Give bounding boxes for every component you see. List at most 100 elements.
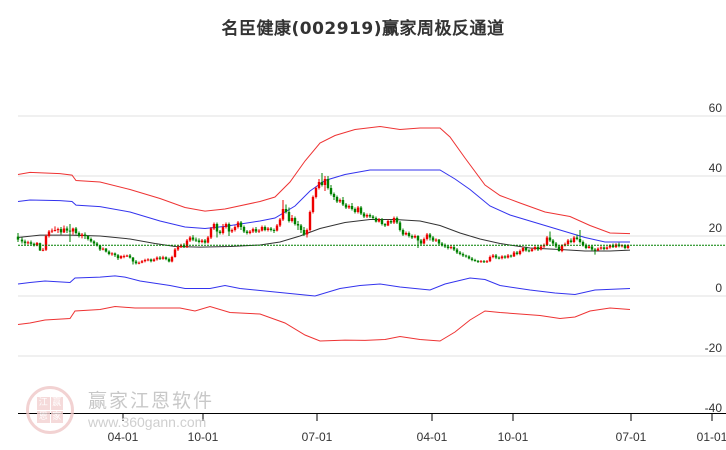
candle-body (458, 252, 462, 254)
candle-body (578, 239, 582, 242)
candle-body (182, 245, 186, 248)
candle-body (455, 249, 459, 253)
candle-body (611, 245, 615, 248)
candle-body (26, 242, 30, 244)
candle-body (425, 234, 429, 239)
candle-body (197, 240, 201, 242)
candle-body (575, 237, 579, 239)
line-middle (17, 219, 631, 252)
logo-char: 赢 (50, 397, 63, 410)
candle-body (56, 229, 60, 231)
candle-body (122, 256, 126, 258)
candle-body (416, 236, 420, 241)
candle-body (272, 230, 276, 231)
candle-body (116, 255, 120, 259)
candle-body (266, 228, 270, 230)
candle-body (227, 224, 231, 232)
candle-body (404, 233, 408, 235)
candle-body (287, 212, 291, 221)
candle-body (365, 215, 369, 217)
candle-body (341, 200, 345, 205)
candle-body (590, 246, 594, 250)
candlesticks (16, 173, 630, 265)
candle-body (296, 224, 300, 226)
candle-body (470, 258, 474, 260)
x-tick-label: 10-01 (188, 430, 219, 444)
candle-body (74, 228, 78, 233)
candle-body (392, 218, 396, 223)
y-tick-label: 40 (709, 161, 723, 175)
candle-body (596, 248, 600, 251)
candle-body (326, 179, 330, 188)
candle-body (155, 257, 159, 260)
candle-body (59, 229, 63, 233)
candle-body (350, 206, 354, 209)
candle-body (293, 218, 297, 224)
line-lower_inner (17, 275, 631, 297)
candle-body (332, 194, 336, 197)
candle-body (77, 233, 81, 236)
x-axis: 04-01 10-01 07-01 04-01 10-01 07-01 01-01 (18, 413, 726, 444)
candle-body (476, 260, 480, 262)
candle-body (254, 229, 258, 232)
x-tick-label: 07-01 (302, 430, 333, 444)
x-tick-label: 10-01 (498, 430, 529, 444)
candle-body (185, 240, 189, 248)
candle-body (551, 240, 555, 244)
candle-body (440, 243, 444, 245)
candle-body (107, 251, 111, 254)
candle-body (173, 249, 177, 257)
candle-body (152, 259, 156, 262)
candle-body (497, 257, 501, 259)
logo-char: 江 (37, 397, 50, 410)
y-axis: 60 40 20 0 -20 -40 (705, 101, 723, 415)
candle-body (68, 230, 72, 232)
candle-body (599, 247, 603, 249)
line-lower_outer (17, 305, 631, 342)
candle-body (203, 240, 207, 243)
candle-body (299, 225, 303, 230)
candle-body (377, 219, 381, 222)
candle-body (536, 247, 540, 250)
candle-body (509, 255, 513, 257)
y-tick-label: 60 (709, 101, 723, 115)
candle-body (131, 257, 135, 262)
candle-body (50, 230, 54, 232)
candle-body (587, 246, 591, 248)
candle-body (212, 224, 216, 229)
candle-body (101, 248, 105, 250)
candle-body (29, 242, 33, 244)
candle-body (437, 239, 441, 244)
candle-body (119, 256, 123, 259)
candle-body (410, 236, 414, 238)
candle-body (218, 231, 222, 233)
candle-body (89, 239, 93, 242)
candle-body (194, 239, 198, 241)
candle-body (344, 204, 348, 208)
watermark-text: 赢家江恩软件 (88, 390, 215, 412)
candle-body (44, 236, 48, 250)
candle-body (62, 228, 66, 233)
candle-body (395, 218, 399, 223)
candle-body (92, 241, 96, 244)
candle-body (401, 230, 405, 235)
candle-body (221, 227, 225, 233)
candle-body (359, 207, 363, 214)
candle-body (311, 197, 315, 212)
candle-body (263, 227, 267, 230)
x-tick-label: 04-01 (108, 430, 139, 444)
candle-body (557, 246, 561, 251)
candle-body (548, 237, 552, 241)
candle-body (284, 209, 288, 212)
x-tick-label: 04-01 (417, 430, 448, 444)
candle-body (167, 259, 171, 262)
candle-body (446, 246, 450, 248)
candle-body (515, 252, 519, 254)
candle-body (224, 224, 228, 227)
candle-body (530, 249, 534, 251)
candle-body (161, 257, 165, 259)
y-tick-label: -20 (705, 341, 723, 355)
candle-body (53, 230, 57, 231)
candle-body (314, 188, 318, 197)
candle-body (422, 239, 426, 244)
